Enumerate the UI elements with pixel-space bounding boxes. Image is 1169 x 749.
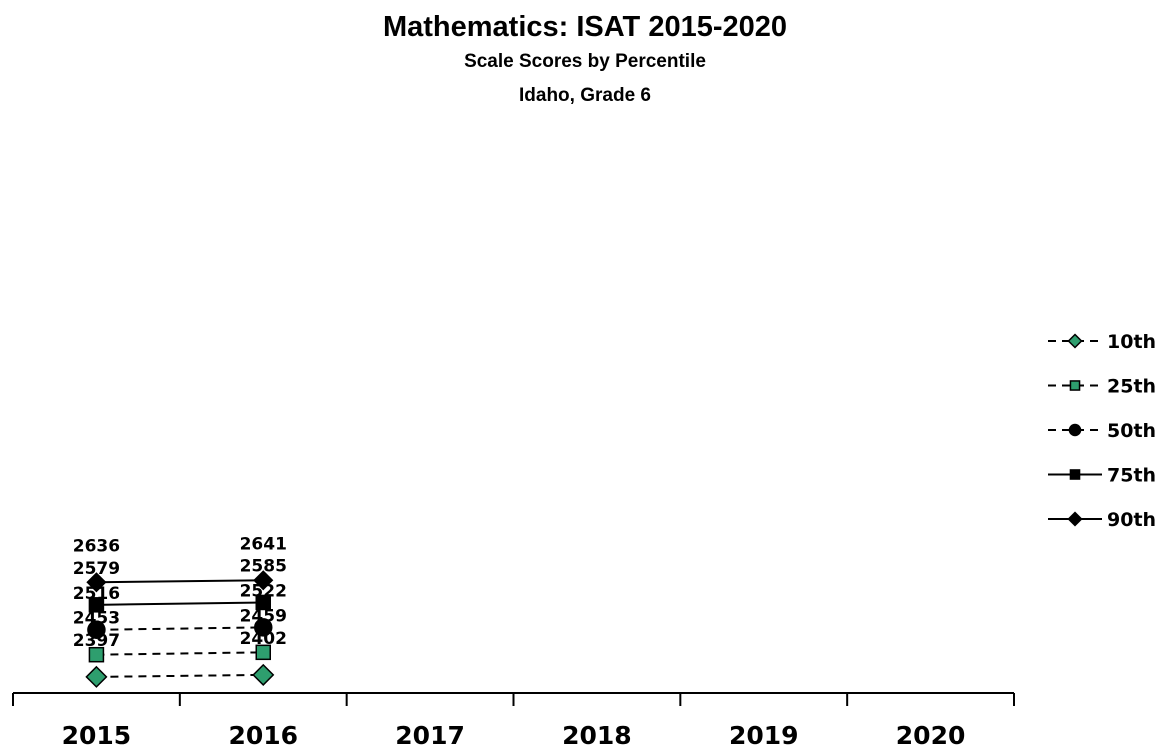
x-tick-label: 2016: [228, 721, 298, 749]
data-label: 2579: [73, 559, 120, 579]
legend-label: 90th: [1107, 509, 1156, 531]
data-point: [85, 665, 108, 688]
data-label: 2522: [240, 581, 287, 601]
chart-subtitle-2: Idaho, Grade 6: [519, 85, 651, 106]
data-point: [87, 620, 106, 640]
x-tick-label: 2020: [896, 721, 966, 749]
x-tick-label: 2015: [62, 721, 132, 749]
chart-subtitle: Scale Scores by Percentile: [464, 51, 706, 72]
series-50th: 2516 2522: [73, 581, 287, 640]
legend-item-50th: 50th: [1048, 420, 1156, 442]
legend-label: 10th: [1107, 331, 1156, 353]
data-point: [255, 594, 271, 611]
data-point: [88, 597, 105, 613]
data-point: [254, 618, 273, 637]
data-label: 2641: [240, 534, 287, 554]
data-label: 2516: [73, 584, 120, 604]
data-label: 2459: [240, 606, 287, 626]
series-line: [96, 579, 264, 584]
data-point: [252, 663, 275, 686]
data-label: 2397: [73, 631, 120, 651]
legend-item-75th: 75th: [1048, 465, 1156, 487]
data-point: [253, 570, 274, 591]
data-label: 2402: [240, 629, 287, 649]
series-line: [96, 626, 264, 631]
legend-marker: [1068, 423, 1082, 437]
legend-label: 75th: [1107, 465, 1156, 487]
legend-item-90th: 90th: [1048, 509, 1156, 531]
data-point: [255, 644, 271, 661]
series-line: [96, 601, 264, 606]
series-line: [96, 651, 264, 656]
data-label: 2585: [240, 556, 287, 576]
data-label: 2636: [73, 536, 120, 556]
x-tick-label: 2017: [395, 721, 465, 749]
legend-marker: [1067, 333, 1083, 349]
series-75th: 2579 2585: [73, 556, 287, 613]
legend-item-25th: 25th: [1048, 376, 1156, 398]
legend-item-10th: 10th: [1048, 331, 1156, 353]
series-25th: 2453 2459: [73, 606, 287, 663]
series-90th: 2636 2641: [73, 534, 287, 593]
series-10th: 2397 2402: [73, 629, 287, 688]
plot-area: 2015 2016 2017 2018 2019 2020 2397 2402 2453 2459…: [12, 534, 1015, 749]
series-line: [96, 673, 264, 678]
legend: 10th 25th 50th 75th 90th: [1048, 331, 1156, 531]
legend-marker: [1069, 469, 1081, 480]
legend-label: 50th: [1107, 420, 1156, 442]
data-label: 2453: [73, 609, 120, 629]
data-point: [86, 572, 107, 593]
legend-label: 25th: [1107, 376, 1156, 398]
legend-marker: [1067, 511, 1083, 527]
chart-title: Mathematics: ISAT 2015-2020: [383, 11, 787, 43]
x-tick-label: 2018: [562, 721, 632, 749]
x-tick-label: 2019: [729, 721, 799, 749]
legend-marker: [1069, 380, 1081, 391]
data-point: [88, 646, 105, 663]
